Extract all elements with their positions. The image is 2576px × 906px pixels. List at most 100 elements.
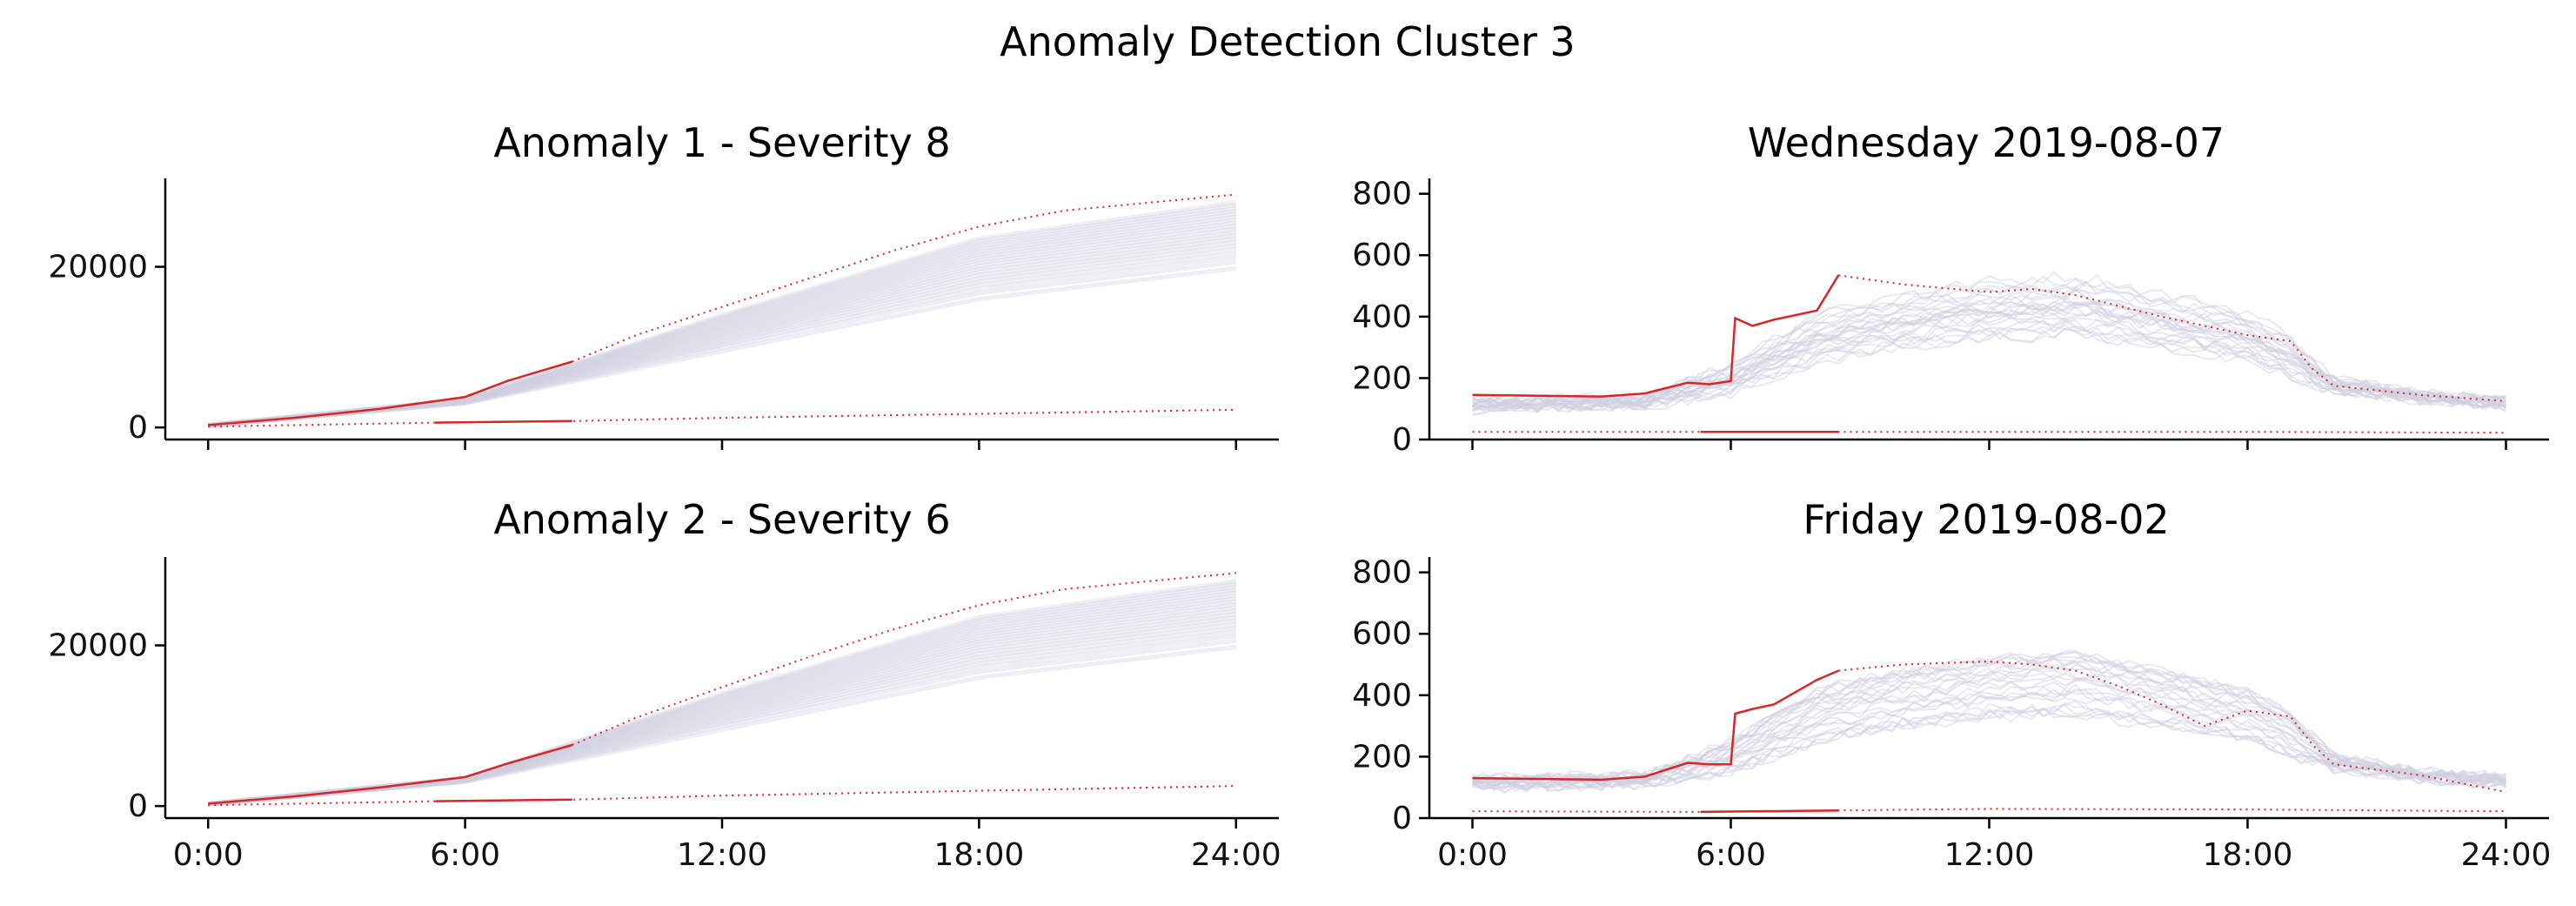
plot-area: 0 200 400 600 800 [1352,177,2549,458]
reference-curve [1472,324,2506,413]
baseline-observed-line [435,798,572,802]
reference-curve [207,255,1237,428]
plot-area: 0 20000 [48,178,1279,450]
anomaly-expected-line [1838,660,2506,793]
panel-title: Friday 2019-08-02 [1803,496,2169,543]
baseline-expected-line [1472,808,2506,813]
panel-friday: Friday 2019-08-02 0 200 400 600 800 0:00 6:00 1… [1352,496,2551,873]
reference-curve [1472,328,2507,415]
x-tick-label: 0:00 [173,837,244,873]
reference-curve [1471,286,2506,408]
reference-curve [1472,664,2506,787]
reference-curve [1472,275,2507,405]
reference-curve [1472,649,2507,785]
reference-curve [1472,288,2506,407]
reference-curve [207,259,1237,428]
reference-curve [1472,706,2506,793]
reference-curve [1471,674,2507,787]
reference-curve [207,638,1237,807]
x-tick-label: 0:00 [1437,837,1508,873]
reference-curve [1472,666,2507,787]
y-tick-label: 20000 [48,628,148,664]
reference-curve [1471,700,2506,791]
figure-title: Anomaly Detection Cluster 3 [1000,18,1576,65]
anomaly-observed-line [1472,669,1839,782]
y-tick-label: 200 [1352,739,1412,775]
reference-curve [207,629,1237,807]
reference-curve [1472,300,2506,409]
panel-title: Anomaly 2 - Severity 6 [493,496,950,543]
reference-curve [1472,303,2507,410]
x-tick-label: 24:00 [1191,837,1281,873]
y-tick-label: 800 [1352,555,1412,591]
reference-curve [1472,289,2506,409]
reference-curve [1472,325,2507,413]
reference-curve [1472,707,2506,794]
panel-anomaly-1: Anomaly 1 - Severity 8 0 20000 [48,119,1279,450]
reference-curve [1472,299,2506,411]
reference-curve [1472,295,2506,408]
baseline-observed-line [435,419,572,424]
reference-curve [1472,301,2506,409]
reference-curve [1472,661,2507,784]
reference-curve [1472,703,2507,794]
baseline-expected-line [208,408,1236,428]
reference-curve [1472,300,2506,411]
plot-area: 0 20000 0:00 6:00 12:00 18:00 24:00 [48,557,1281,873]
reference-curve [1472,683,2507,789]
reference-curve [1472,663,2506,786]
reference-curve [1472,672,2507,789]
reference-curve [1472,688,2506,789]
panel-wednesday: Wednesday 2019-08-07 0 200 400 600 800 [1352,119,2549,458]
reference-curve [1471,281,2506,408]
y-tick-label: 200 [1352,360,1412,396]
reference-curve [1472,319,2506,413]
reference-curve [1472,688,2506,790]
baseline-observed-line [1700,809,1839,814]
y-tick-label: 0 [1392,422,1412,458]
reference-curve [207,251,1237,428]
anomaly-expected-line [572,193,1236,363]
reference-curve [1472,305,2506,412]
reference-curve [1471,280,2506,408]
reference-curve [1471,311,2507,413]
reference-curve [1472,316,2506,412]
reference-curve [1472,312,2506,412]
x-tick-label: 18:00 [2203,837,2293,873]
reference-curve [1472,686,2506,789]
plot-area: 0 200 400 600 800 0:00 6:00 12:00 18:00 24:00 [1352,555,2551,873]
baseline-expected-line [1472,431,2506,434]
y-tick-label: 400 [1352,299,1412,335]
reference-curve [207,634,1237,807]
y-tick-label: 400 [1352,678,1412,714]
x-tick-label: 6:00 [1696,837,1766,873]
reference-curve [1472,657,2506,787]
reference-curve [1472,305,2506,412]
reference-curve [1472,328,2507,416]
anomaly-expected-line [572,572,1236,746]
reference-curve [1472,302,2506,411]
anomaly-observed-line [208,360,573,426]
y-tick-label: 0 [128,410,148,446]
reference-curve [1472,692,2506,791]
reference-curve [1472,701,2506,792]
baseline-expected-line [208,785,1236,807]
reference-curve [1472,287,2506,409]
reference-curve [1472,707,2506,793]
y-tick-label: 0 [1392,801,1412,836]
panel-anomaly-2: Anomaly 2 - Severity 6 0 20000 0:00 6:00 12:… [48,496,1281,873]
reference-curve [1471,656,2506,786]
reference-curve [1472,652,2507,784]
anomaly-observed-line [208,743,573,805]
panel-title: Wednesday 2019-08-07 [1748,119,2225,166]
y-tick-label: 0 [128,789,148,824]
x-tick-label: 24:00 [2461,837,2552,873]
reference-curve [1472,271,2507,407]
x-tick-label: 18:00 [934,837,1025,873]
reference-curve [1471,677,2506,789]
reference-curve [207,265,1237,428]
anomaly-observed-line [1472,274,1840,398]
x-tick-label: 12:00 [1944,837,2035,873]
x-tick-label: 6:00 [430,837,500,873]
